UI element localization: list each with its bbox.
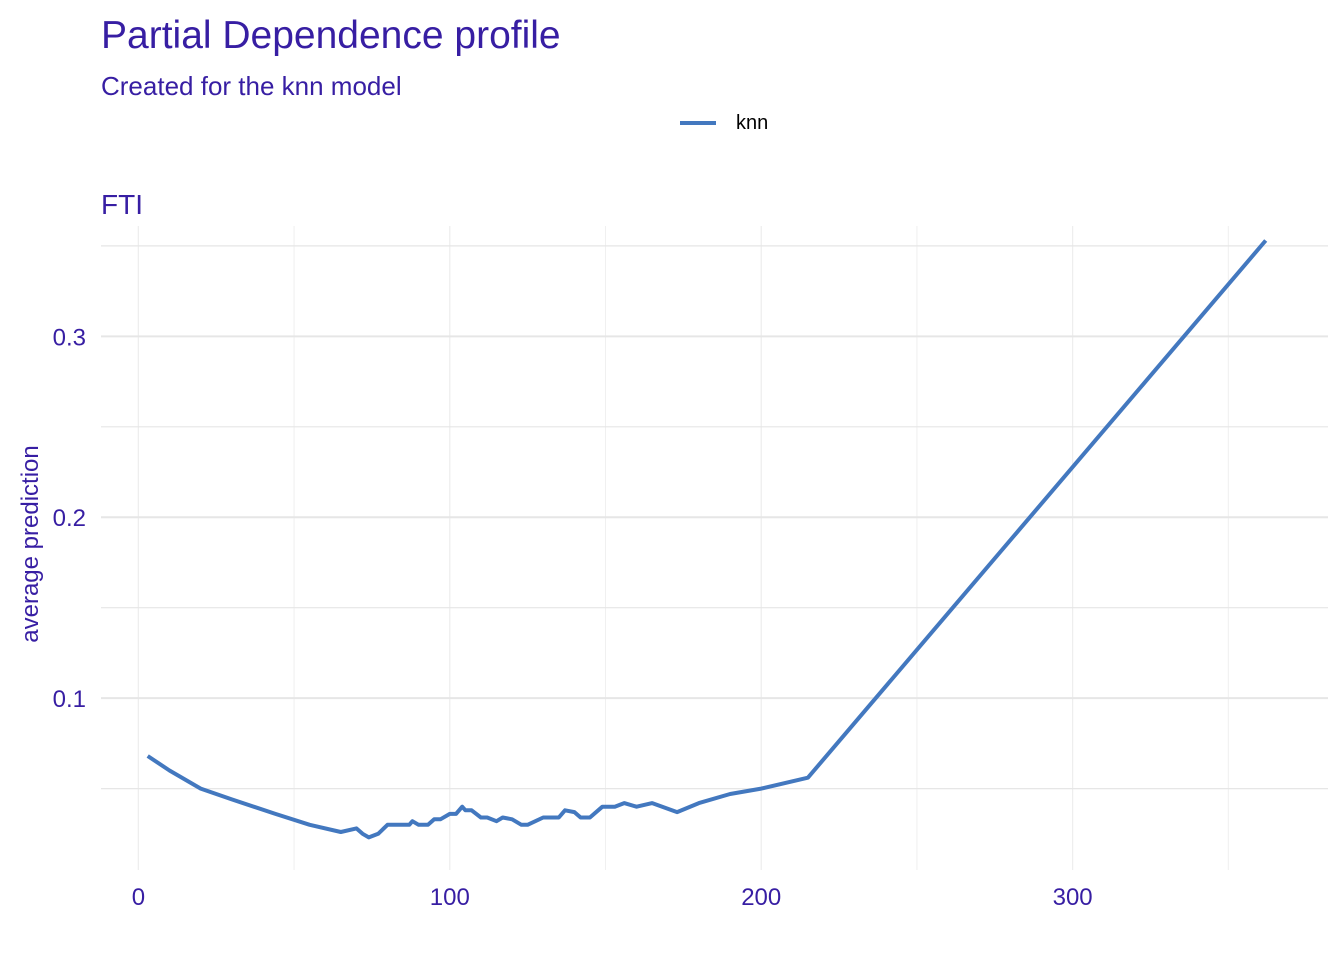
legend: knn: [680, 110, 768, 136]
legend-label-knn: knn: [736, 111, 769, 134]
grid-layer: [101, 226, 1328, 870]
y-tick-label: 0.2: [53, 505, 86, 532]
x-tick-label: 300: [1053, 884, 1093, 911]
series-line-knn: [146, 239, 1268, 840]
x-tick-label: 0: [132, 884, 145, 911]
chart-subtitle: Created for the knn model: [101, 71, 402, 101]
x-tick-label: 100: [430, 884, 470, 911]
line-layer: [146, 239, 1268, 840]
y-tick-label: 0.1: [53, 686, 86, 713]
y-tick-label: 0.3: [53, 324, 86, 351]
panel-title: FTI: [101, 189, 143, 220]
x-tick-label: 200: [741, 884, 781, 911]
legend-key-knn: [680, 121, 716, 125]
tick-layer: 0 100 200 300 0.1 0.2 0.3: [53, 324, 1093, 911]
chart-title: Partial Dependence profile: [101, 14, 561, 57]
